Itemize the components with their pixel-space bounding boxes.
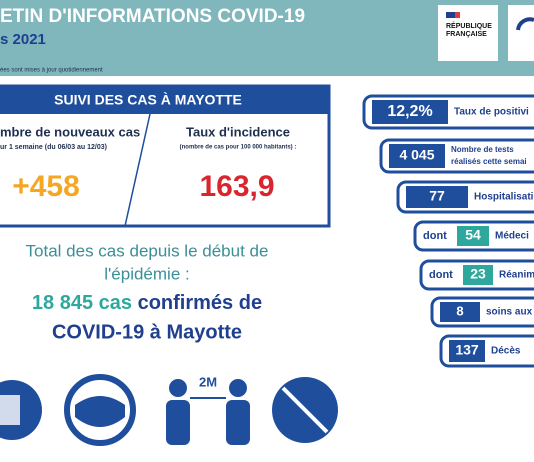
indicator-prefix: dont (423, 230, 447, 242)
indicator-label: Hospitalisatio (474, 192, 534, 203)
total-line: Total des cas depuis le début de (26, 241, 269, 260)
indicators: 12,2% Taux de positivi 4 045 Nombre de test… (362, 94, 534, 368)
total-line: 18 845 cas confirmés de (32, 292, 262, 314)
cases-header (0, 86, 329, 114)
indicator-value-box (440, 302, 480, 322)
indicator-value: 8 (456, 303, 463, 318)
incidence-sub: (nombre de cas pour 100 000 habitants) : (180, 145, 297, 151)
indicator-label: Médeci (495, 231, 529, 242)
indicator-label: Nombre de tests (451, 145, 514, 154)
new-cases-label: mbre de nouveaux cas (0, 124, 140, 139)
divider (124, 113, 151, 227)
flag (446, 12, 455, 18)
indicator-value-box (457, 226, 489, 246)
indicator-value: 54 (465, 227, 481, 243)
indicator-value: 23 (470, 266, 486, 282)
flag (455, 12, 460, 18)
indicator-label: Décès (491, 346, 521, 357)
new-cases-value: +458 (12, 170, 80, 203)
title: ETIN D'INFORMATIONS COVID-19 (0, 6, 305, 27)
icon-person (226, 400, 250, 445)
indicator-value-box (449, 340, 485, 362)
indicator-prefix: dont (429, 269, 453, 281)
indicator-value: 137 (455, 342, 479, 358)
logo-mark (516, 17, 534, 31)
icon-person (166, 400, 190, 445)
indicator-label: Taux de positivi (454, 107, 529, 118)
indicator-value-box (406, 186, 468, 208)
indicator-value: 12,2% (387, 103, 432, 120)
indicator-label: soins aux (486, 307, 533, 318)
indicator-value: 77 (429, 188, 445, 204)
indicator-label: Réanim (499, 270, 534, 281)
incidence-label: Taux d'incidence (186, 124, 290, 139)
logo-text: RÉPUBLIQUE (446, 21, 492, 30)
date: s 2021 (0, 31, 46, 48)
total-line: COVID-19 à Mayotte (52, 321, 242, 343)
logo-text: FRANÇAISE (446, 31, 487, 38)
icon-detail (75, 396, 125, 427)
indicator-label: réalisés cette semai (451, 157, 527, 166)
logo-box (508, 5, 534, 61)
icon-detail (0, 395, 20, 425)
new-cases-sub: ur 1 semaine (du 06/03 au 12/03) (0, 144, 107, 151)
indicator-value: 4 045 (399, 147, 434, 163)
icon-person (229, 379, 247, 397)
icon-detail (281, 386, 329, 434)
icon-label: 2M (199, 374, 217, 389)
cases-title: SUIVI DES CAS À MAYOTTE (54, 92, 242, 108)
indicator-value-box (463, 265, 493, 285)
indicator-value-box (372, 100, 448, 124)
total-line: l'épidémie : (104, 264, 189, 283)
incidence-value: 163,9 (199, 170, 274, 203)
note: ées sont mises à jour quotidiennement (0, 68, 103, 74)
icon-person (169, 379, 187, 397)
total-count: 18 845 cas (32, 292, 132, 314)
icons: 2M (0, 374, 338, 446)
indicator-value-box (389, 144, 445, 168)
total-line: confirmés de (138, 292, 262, 314)
